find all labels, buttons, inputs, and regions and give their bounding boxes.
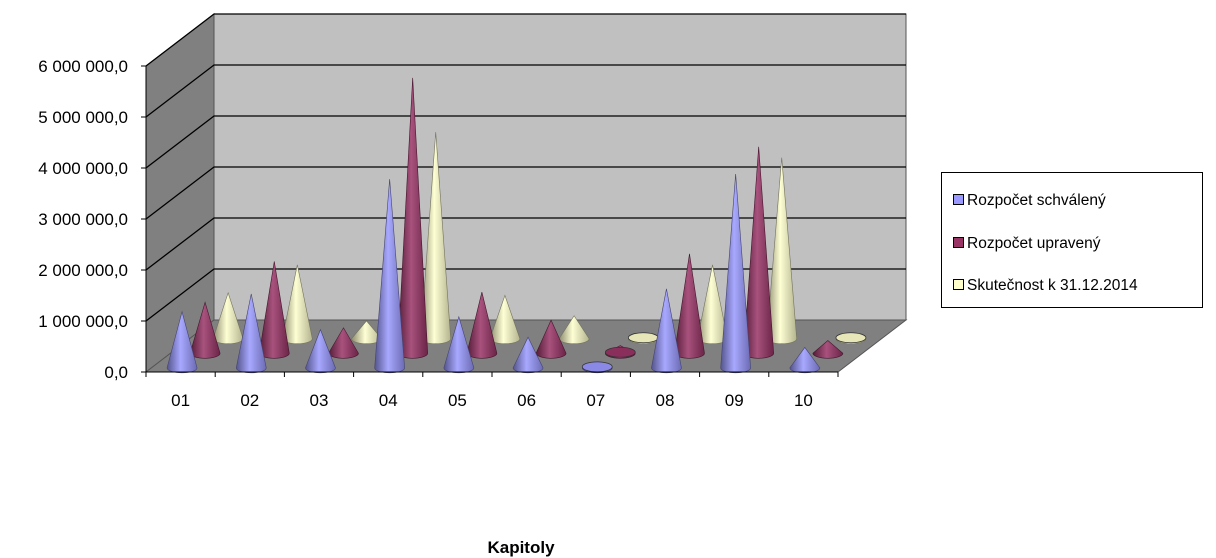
gridline [145, 13, 906, 67]
cone-body [651, 288, 682, 374]
cone-body [374, 179, 405, 374]
x-tick-label: 07 [586, 391, 605, 410]
legend-label: Rozpočet upravený [967, 235, 1101, 252]
y-tick-label: 3 000 000,0 [38, 210, 128, 229]
cone-body [789, 346, 821, 374]
cone-body [235, 293, 267, 374]
gridline [145, 268, 906, 322]
cone-base [835, 332, 867, 344]
cone-body [443, 315, 475, 374]
y-tick-label: 0,0 [104, 363, 128, 382]
cone-rozpo-et-upraven--06 [535, 319, 567, 359]
y-tick-label: 1 000 000,0 [38, 312, 128, 331]
cone-skute-nost-k-31-12-2014-10 [835, 332, 867, 344]
y-tick-label: 5 000 000,0 [38, 108, 128, 127]
cone-base [604, 346, 636, 358]
x-tick-label: 10 [794, 391, 813, 410]
cone-base [627, 332, 659, 344]
cone-body [812, 340, 844, 359]
legend-label: Skutečnost k 31.12.2014 [967, 277, 1138, 294]
cone-body [720, 174, 751, 374]
y-tick-label: 2 000 000,0 [38, 261, 128, 280]
legend: Rozpočet schválený Rozpočet upravený Sku… [941, 172, 1203, 308]
cone-body [305, 328, 336, 374]
legend-swatch-rozpocet-schvaleny [953, 194, 964, 205]
x-tick-label: 08 [656, 391, 675, 410]
legend-item-skutecnost: Skutečnost k 31.12.2014 [953, 277, 1138, 295]
legend-swatch-rozpocet-upraveny [953, 237, 964, 248]
cone-rozpo-et-upraven--07 [604, 345, 636, 359]
x-tick-label: 06 [517, 391, 536, 410]
cone-rozpo-et-schv-len--09 [720, 174, 751, 374]
legend-item-rozpocet-schvaleny: Rozpočet schválený [953, 192, 1106, 210]
cone-body [166, 310, 198, 374]
y-tick-label: 4 000 000,0 [38, 159, 128, 178]
cone-rozpo-et-schv-len--07 [581, 361, 613, 374]
x-tick-label: 04 [379, 391, 398, 410]
x-tick-label: 09 [725, 391, 744, 410]
chart-cones [166, 77, 867, 374]
y-axis: 0,0 1 000 000,0 2 000 000,0 3 000 000,0 4 00… [38, 57, 147, 382]
cone-body [512, 336, 544, 374]
cone-rozpo-et-schv-len--10 [789, 346, 821, 374]
x-axis: 01 02 03 04 05 06 07 08 09 10 [145, 371, 839, 410]
legend-item-rozpocet-upraveny: Rozpočet upravený [953, 235, 1101, 253]
cone-rozpo-et-schv-len--04 [374, 179, 405, 374]
gridline [145, 115, 906, 169]
cone-base [581, 361, 613, 373]
cone-rozpo-et-schv-len--08 [651, 288, 682, 374]
x-axis-title: Kapitoly [487, 538, 555, 557]
gridline [145, 64, 906, 118]
x-tick-label: 02 [240, 391, 259, 410]
x-tick-label: 05 [448, 391, 467, 410]
cone-body [535, 319, 567, 359]
cone-rozpo-et-schv-len--01 [166, 310, 198, 374]
legend-label: Rozpočet schválený [967, 192, 1106, 209]
cone-rozpo-et-upraven--10 [812, 340, 844, 359]
legend-swatch-skutecnost [953, 279, 964, 290]
cone-skute-nost-k-31-12-2014-07 [627, 332, 659, 344]
cone-rozpo-et-schv-len--02 [235, 293, 267, 374]
x-tick-label: 03 [310, 391, 329, 410]
gridline [145, 166, 906, 220]
x-tick-label: 01 [171, 391, 190, 410]
gridline [145, 217, 906, 271]
cone-rozpo-et-schv-len--03 [305, 328, 336, 374]
y-tick-label: 6 000 000,0 [38, 57, 128, 76]
cone-rozpo-et-schv-len--05 [443, 315, 475, 374]
cone-rozpo-et-schv-len--06 [512, 336, 544, 374]
gridlines [145, 13, 906, 322]
